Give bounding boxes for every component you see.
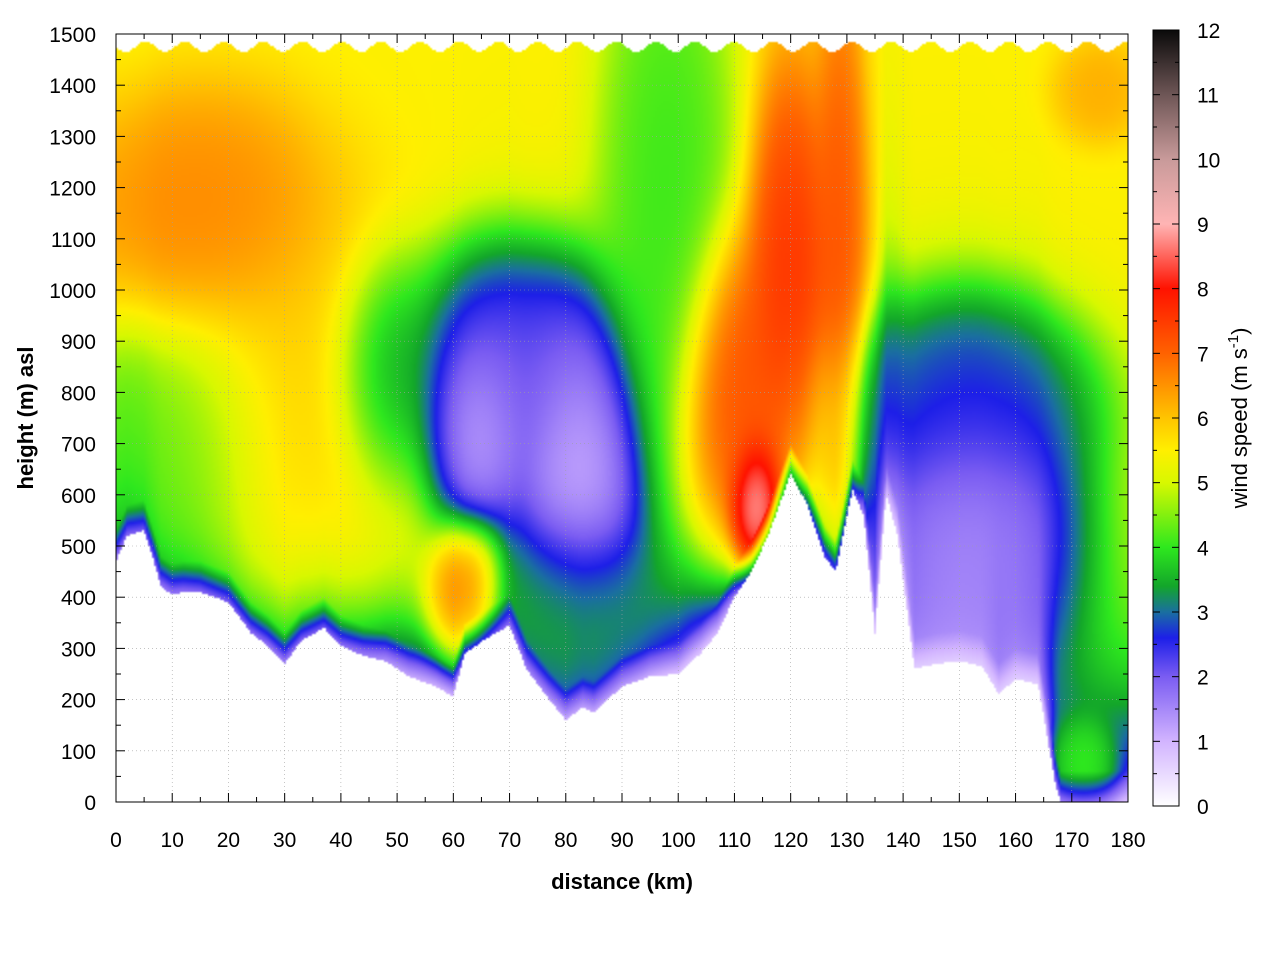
y-axis: 0 100 200 300 400 500 600 700 800 900 1000 1100 1200… bbox=[49, 24, 1128, 815]
x-tick-label: 60 bbox=[442, 829, 465, 852]
plot-area bbox=[115, 33, 1129, 803]
y-tick-label: 1500 bbox=[49, 24, 96, 47]
colorbar-title-end: ) bbox=[1227, 328, 1252, 335]
colorbar-title: wind speed (m s-1) bbox=[1225, 328, 1252, 510]
colorbar-tick-label: 12 bbox=[1197, 20, 1220, 43]
colorbar-tick-label: 10 bbox=[1197, 149, 1220, 172]
colorbar-tick-label: 6 bbox=[1197, 408, 1209, 431]
x-tick-label: 100 bbox=[661, 829, 696, 852]
colorbar-tick-label: 8 bbox=[1197, 279, 1209, 302]
colorbar-tick-label: 4 bbox=[1197, 537, 1209, 560]
x-tick-label: 30 bbox=[273, 829, 296, 852]
y-tick-label: 1400 bbox=[49, 75, 96, 98]
y-tick-label: 600 bbox=[61, 485, 96, 508]
y-tick-label: 800 bbox=[61, 382, 96, 405]
x-tick-label: 120 bbox=[773, 829, 808, 852]
colorbar-tick-label: 2 bbox=[1197, 667, 1209, 690]
x-tick-label: 80 bbox=[554, 829, 577, 852]
x-tick-label: 70 bbox=[498, 829, 521, 852]
x-tick-label: 50 bbox=[385, 829, 408, 852]
y-tick-label: 1300 bbox=[49, 126, 96, 149]
x-tick-label: 160 bbox=[998, 829, 1033, 852]
y-tick-label: 200 bbox=[61, 690, 96, 713]
x-tick-label: 90 bbox=[610, 829, 633, 852]
y-tick-label: 1100 bbox=[51, 229, 96, 252]
x-tick-label: 150 bbox=[942, 829, 977, 852]
colorbar-tick-label: 1 bbox=[1197, 731, 1209, 754]
y-tick-label: 0 bbox=[84, 792, 96, 815]
colorbar-tick-label: 9 bbox=[1197, 214, 1209, 237]
x-tick-label: 20 bbox=[217, 829, 240, 852]
y-tick-label: 300 bbox=[61, 638, 96, 661]
x-tick-label: 40 bbox=[329, 829, 352, 852]
colorbar-tick-label: 0 bbox=[1197, 796, 1209, 819]
x-tick-label: 170 bbox=[1054, 829, 1089, 852]
colorbar-tick-label: 5 bbox=[1197, 473, 1209, 496]
y-tick-label: 100 bbox=[61, 741, 96, 764]
colorbar-title-superscript: -1 bbox=[1225, 335, 1242, 348]
x-tick-label: 130 bbox=[829, 829, 864, 852]
x-tick-label: 180 bbox=[1110, 829, 1145, 852]
y-tick-label: 1200 bbox=[49, 178, 96, 201]
colorbar-tick-label: 3 bbox=[1197, 602, 1209, 625]
y-tick-label: 900 bbox=[61, 331, 96, 354]
x-tick-label: 140 bbox=[886, 829, 921, 852]
y-tick-label: 500 bbox=[61, 536, 96, 559]
x-tick-label: 110 bbox=[718, 829, 751, 852]
y-tick-label: 700 bbox=[61, 434, 96, 457]
y-axis-title: height (m) asl bbox=[13, 346, 38, 489]
colorbar-tick-label: 7 bbox=[1197, 343, 1209, 366]
x-tick-label: 10 bbox=[161, 829, 184, 852]
x-axis-title: distance (km) bbox=[551, 869, 693, 894]
y-tick-label: 400 bbox=[61, 587, 96, 610]
colorbar-tick-label: 11 bbox=[1197, 85, 1219, 108]
x-tick-label: 0 bbox=[110, 829, 122, 852]
y-tick-label: 1000 bbox=[49, 280, 96, 303]
x-axis: 0 10 20 30 40 50 60 70 80 90 100 110 120 130 140 150 160… bbox=[110, 34, 1146, 852]
